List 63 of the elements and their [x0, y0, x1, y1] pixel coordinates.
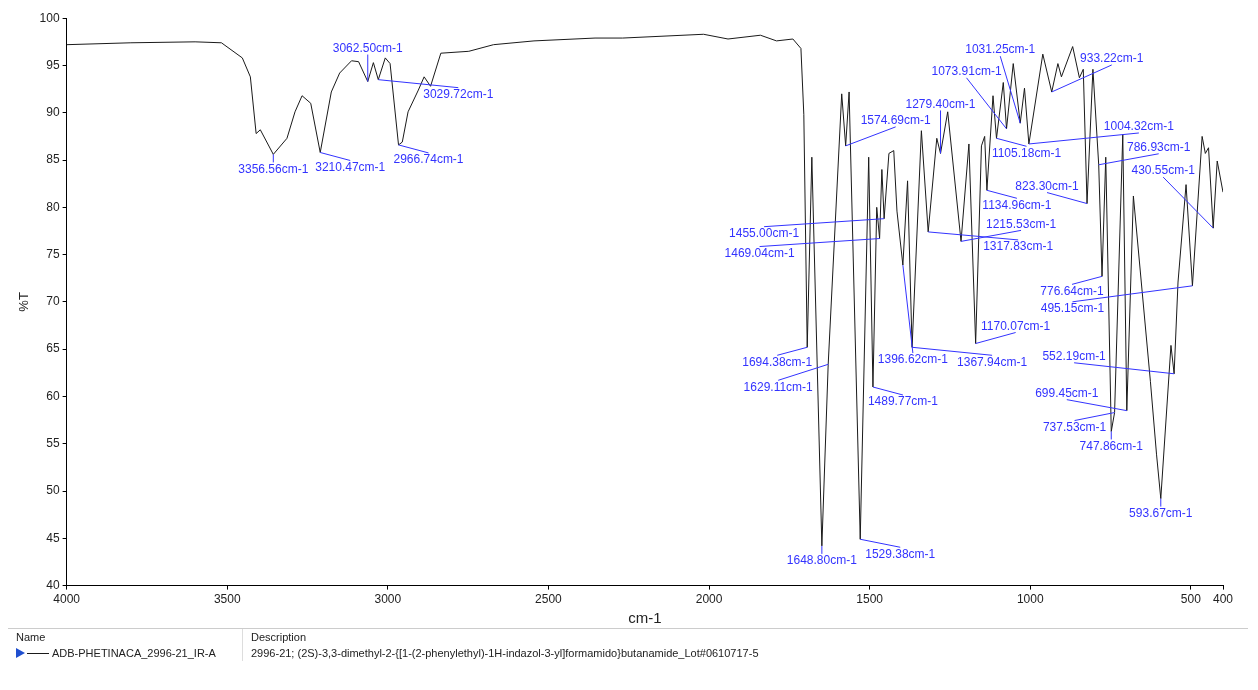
- x-tick-label: 4000: [53, 592, 81, 607]
- annotation: 737.53cm-1: [1042, 419, 1107, 434]
- annotation: 430.55cm-1: [1131, 163, 1196, 178]
- annotation: 699.45cm-1: [1035, 385, 1099, 400]
- annotation: 1648.80cm-1: [786, 553, 858, 568]
- x-tick-label: 400: [1212, 592, 1234, 607]
- annotation: 593.67cm-1: [1129, 505, 1193, 520]
- annotation: 2966.74cm-1: [393, 152, 464, 167]
- annotation: 1469.04cm-1: [724, 245, 795, 260]
- annotation: 1455.00cm-1: [729, 225, 800, 240]
- annotation: 933.22cm-1: [1080, 51, 1144, 66]
- annotation: 3356.56cm-1: [238, 161, 309, 176]
- y-tick-label: 85: [46, 152, 60, 167]
- annotation: 1489.77cm-1: [867, 394, 939, 409]
- y-tick-label: 50: [46, 483, 60, 498]
- annotation: 1004.32cm-1: [1103, 119, 1175, 134]
- annotation: 1031.25cm-1: [965, 42, 1036, 57]
- annotation: 552.19cm-1: [1042, 349, 1107, 364]
- annotation: 786.93cm-1: [1127, 140, 1191, 155]
- legend-title: Name: [8, 629, 243, 645]
- annotation: 1574.69cm-1: [860, 113, 932, 128]
- annotation: 1105.18cm-1: [991, 145, 1062, 160]
- annotation: 3210.47cm-1: [315, 159, 386, 174]
- annotation: 1317.83cm-1: [983, 239, 1054, 254]
- x-tick-label: 500: [1180, 592, 1202, 607]
- y-tick-label: 100: [39, 10, 60, 25]
- annotation: 747.86cm-1: [1079, 438, 1144, 453]
- annotation: 1396.62cm-1: [877, 352, 949, 367]
- annotation: 776.64cm-1: [1040, 283, 1105, 298]
- annotation: 1529.38cm-1: [865, 546, 936, 561]
- y-tick-label: 70: [46, 294, 60, 309]
- x-tick-label: 1000: [1016, 592, 1044, 607]
- x-tick-label: 2500: [535, 592, 563, 607]
- annotation: 823.30cm-1: [1015, 178, 1080, 193]
- text: 2996-21; (2S)-3,3-dimethyl-2-{[1-(2-phenylethyl)-1H-indazol-3-yl]formamido}butanamide_Lot#0610717-5: [250, 646, 760, 661]
- annotation: 3062.50cm-1: [332, 40, 404, 55]
- y-tick-label: 45: [46, 530, 60, 545]
- annotation: 3029.72cm-1: [423, 86, 494, 101]
- annotation: 1215.53cm-1: [986, 216, 1057, 231]
- y-tick-label: 95: [46, 57, 60, 72]
- annotation: 1629.11cm-1: [743, 379, 814, 394]
- annotation: 1134.96cm-1: [982, 197, 1052, 212]
- annotation: 1694.38cm-1: [742, 354, 813, 369]
- y-tick-label: 40: [46, 577, 60, 592]
- y-tick-label: 80: [46, 199, 60, 214]
- annotation: 495.15cm-1: [1040, 301, 1105, 316]
- y-tick-label: 90: [46, 105, 60, 120]
- y-tick-label: 75: [46, 246, 60, 261]
- annotation: 1170.07cm-1: [981, 318, 1051, 333]
- x-tick-label: 3000: [374, 592, 402, 607]
- annotation: 1073.91cm-1: [931, 64, 1002, 79]
- x-tick-label: 1500: [856, 592, 884, 607]
- x-tick-label: 2000: [695, 592, 723, 607]
- annotation: 1367.94cm-1: [957, 354, 1028, 369]
- x-axis-title: cm-1: [628, 609, 662, 627]
- text: Description: [250, 630, 308, 645]
- y-axis-title: %T: [16, 292, 32, 312]
- y-tick-label: 55: [46, 436, 60, 451]
- annotation: 1279.40cm-1: [905, 96, 976, 111]
- y-tick-label: 60: [46, 388, 60, 403]
- x-tick-label: 3500: [213, 592, 241, 607]
- y-tick-label: 65: [46, 341, 60, 356]
- legend-label: ADB-PHETINACA_2996-21_IR-A: [52, 647, 216, 659]
